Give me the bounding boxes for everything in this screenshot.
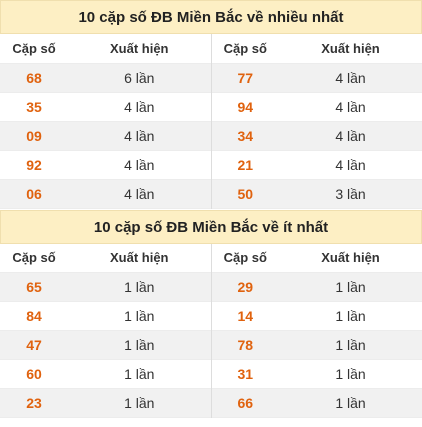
pair-count: 1 lần: [68, 388, 211, 418]
pair-count: 1 lần: [279, 272, 422, 302]
stats-widget: 10 cặp số ĐB Miền Bắc về nhiều nhất Cặp …: [0, 0, 422, 418]
least-frequent-table: Cặp số Xuất hiện Cặp số Xuất hiện 65 1 l…: [0, 243, 422, 419]
least-frequent-title: 10 cặp số ĐB Miền Bắc về ít nhất: [0, 209, 422, 244]
table-row: 92 4 lần 21 4 lần: [0, 150, 422, 179]
pair-count: 4 lần: [279, 121, 422, 150]
pair-number: 29: [210, 272, 279, 302]
table-row: 06 4 lần 50 3 lần: [0, 179, 422, 208]
pair-number: 60: [26, 366, 42, 382]
table-row: 47 1 lần 78 1 lần: [0, 330, 422, 360]
pair-count: 1 lần: [68, 330, 211, 360]
pair-number: 31: [210, 359, 279, 389]
pair-count: 1 lần: [279, 330, 422, 360]
pair-number: 21: [210, 150, 279, 179]
table-row: 23 1 lần 66 1 lần: [0, 388, 422, 418]
pair-number: 78: [210, 330, 279, 360]
column-header-pair: Cặp số: [0, 243, 68, 273]
pair-count: 3 lần: [279, 179, 422, 208]
pair-number: 47: [0, 330, 68, 360]
table-header-row: Cặp số Xuất hiện Cặp số Xuất hiện: [0, 243, 422, 273]
pair-count: 1 lần: [68, 272, 211, 302]
pair-number: 50: [210, 179, 279, 208]
pair-count: 4 lần: [335, 98, 366, 115]
pair-number: 35: [26, 98, 42, 115]
table-row: 65 1 lần 29 1 lần: [0, 272, 422, 302]
pair-number: 84: [26, 308, 42, 324]
most-frequent-title: 10 cặp số ĐB Miền Bắc về nhiều nhất: [0, 0, 422, 34]
pair-count: 6 lần: [68, 63, 211, 92]
most-frequent-table: Cặp số Xuất hiện Cặp số Xuất hiện 68 6 l…: [0, 34, 422, 209]
pair-count: 4 lần: [335, 156, 366, 173]
pair-count: 4 lần: [124, 156, 155, 173]
pair-count: 1 lần: [335, 366, 366, 382]
column-header-count: Xuất hiện: [68, 34, 211, 63]
table-header-row: Cặp số Xuất hiện Cặp số Xuất hiện: [0, 34, 422, 63]
pair-count: 1 lần: [124, 308, 155, 324]
pair-count: 4 lần: [68, 179, 211, 208]
table-row: 60 1 lần 31 1 lần: [0, 359, 422, 389]
pair-count: 4 lần: [68, 121, 211, 150]
pair-number: 14: [210, 301, 279, 331]
pair-count: 1 lần: [335, 308, 366, 324]
column-header-count: Xuất hiện: [279, 243, 422, 273]
column-header-pair: Cặp số: [210, 243, 279, 273]
pair-number: 09: [0, 121, 68, 150]
table-row: 35 4 lần 94 4 lần: [0, 92, 422, 121]
pair-number: 66: [210, 388, 279, 418]
column-header-count: Xuất hiện: [279, 34, 422, 63]
pair-count: 1 lần: [124, 366, 155, 382]
pair-number: 06: [0, 179, 68, 208]
pair-number: 65: [0, 272, 68, 302]
pair-number: 92: [26, 156, 42, 173]
pair-number: 94: [210, 92, 279, 121]
column-header-pair: Cặp số: [210, 34, 279, 63]
column-header-pair: Cặp số: [0, 34, 68, 63]
pair-number: 77: [210, 63, 279, 92]
pair-count: 4 lần: [124, 98, 155, 115]
pair-count: 4 lần: [279, 63, 422, 92]
table-row: 84 1 lần 14 1 lần: [0, 301, 422, 331]
column-header-count: Xuất hiện: [68, 243, 211, 273]
pair-number: 23: [0, 388, 68, 418]
pair-count: 1 lần: [279, 388, 422, 418]
table-row: 09 4 lần 34 4 lần: [0, 121, 422, 150]
pair-number: 68: [0, 63, 68, 92]
table-row: 68 6 lần 77 4 lần: [0, 63, 422, 92]
pair-number: 34: [210, 121, 279, 150]
